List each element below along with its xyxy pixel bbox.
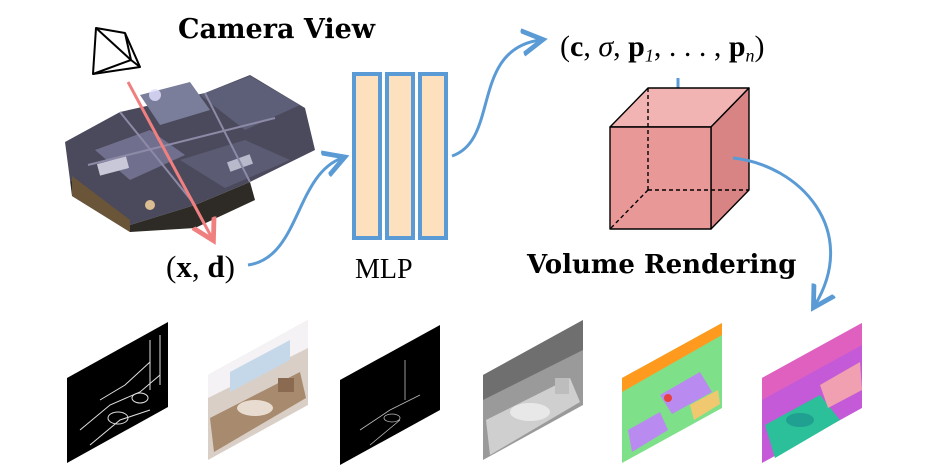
output-pn-symbol: p bbox=[728, 30, 746, 63]
mlp-to-output-arrow bbox=[451, 40, 540, 158]
input-close-paren: ) bbox=[224, 249, 235, 284]
camera-ray-arrow bbox=[126, 81, 212, 238]
output-close-paren: ) bbox=[754, 30, 765, 63]
camera-frustum-icon bbox=[92, 27, 141, 75]
cube-to-outputs-arrow bbox=[732, 156, 831, 305]
output-density-symbol: σ bbox=[598, 30, 614, 63]
scene-3d-model bbox=[65, 75, 315, 232]
mlp-block bbox=[352, 72, 448, 240]
output-panel-edge-map bbox=[67, 322, 168, 463]
mlp-label: MLP bbox=[355, 254, 413, 285]
output-p1-subscript: 1 bbox=[644, 45, 654, 66]
output-formula: (c, σ, p1, . . . , pn) bbox=[560, 30, 765, 66]
output-sep-2: , bbox=[613, 30, 629, 63]
camera-view-title: Camera View bbox=[178, 14, 376, 45]
output-p1-symbol: p bbox=[628, 30, 645, 63]
input-open-paren: ( bbox=[166, 249, 177, 284]
output-sep-3: , . . . , bbox=[653, 30, 729, 63]
mlp-layer-3 bbox=[418, 72, 448, 240]
output-panel-depth bbox=[483, 320, 583, 460]
input-direction-symbol: d bbox=[207, 249, 225, 284]
input-comma: , bbox=[191, 249, 208, 284]
input-formula: (x, d) bbox=[166, 249, 235, 285]
output-color-symbol: c bbox=[570, 30, 584, 63]
output-panel-rgb-render bbox=[208, 320, 308, 460]
output-panel-normals bbox=[762, 323, 862, 463]
output-panel-sparse-edges bbox=[340, 325, 440, 465]
volume-cube bbox=[609, 87, 750, 230]
output-panel-semantic bbox=[622, 323, 722, 463]
mlp-layer-2 bbox=[385, 72, 415, 240]
input-to-mlp-arrow bbox=[247, 158, 342, 267]
output-sep-1: , bbox=[583, 30, 599, 63]
output-open-paren: ( bbox=[560, 30, 570, 63]
output-pn-subscript: n bbox=[745, 45, 755, 66]
input-position-symbol: x bbox=[176, 249, 192, 284]
mlp-layer-1 bbox=[352, 72, 382, 240]
volume-rendering-title: Volume Rendering bbox=[527, 250, 797, 280]
